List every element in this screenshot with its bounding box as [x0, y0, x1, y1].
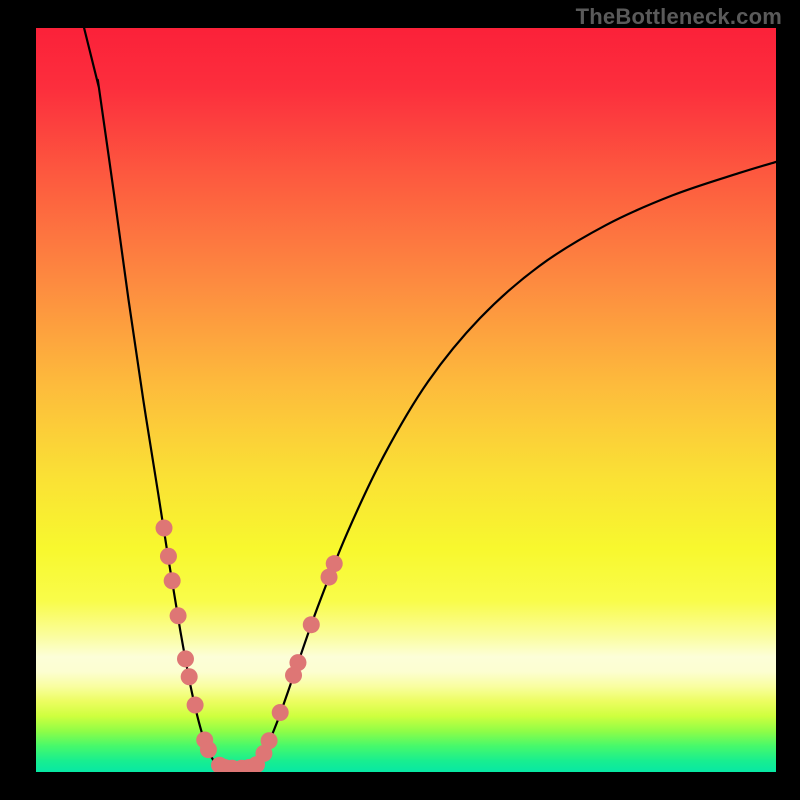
bottleneck-chart: [0, 0, 800, 800]
watermark-text: TheBottleneck.com: [576, 4, 782, 30]
data-point: [170, 607, 187, 624]
data-point: [187, 697, 204, 714]
data-point: [289, 654, 306, 671]
data-point: [177, 650, 194, 667]
data-point: [326, 555, 343, 572]
data-point: [160, 548, 177, 565]
data-point: [261, 732, 278, 749]
data-point: [156, 519, 173, 536]
chart-container: TheBottleneck.com: [0, 0, 800, 800]
data-point: [164, 572, 181, 589]
data-point: [181, 668, 198, 685]
data-point: [200, 741, 217, 758]
data-point: [272, 704, 289, 721]
data-point: [303, 616, 320, 633]
gradient-background: [36, 28, 776, 772]
